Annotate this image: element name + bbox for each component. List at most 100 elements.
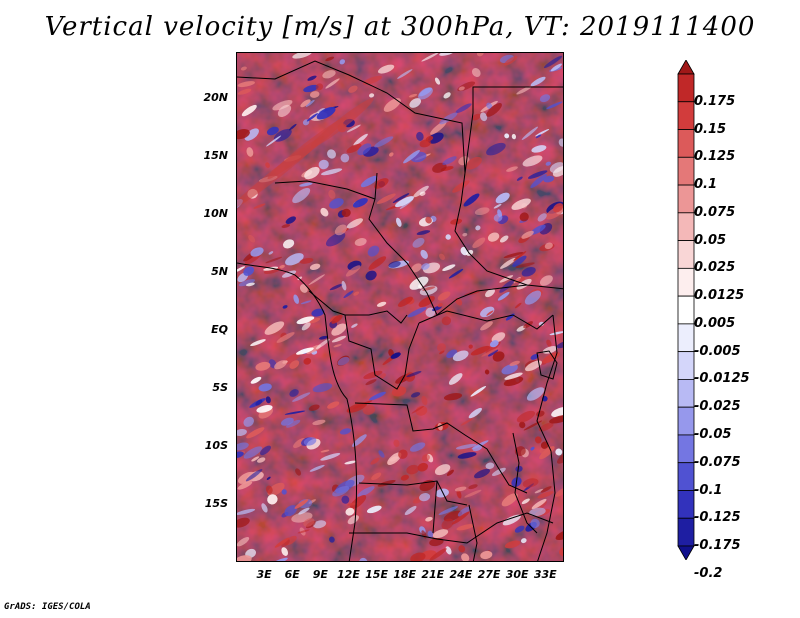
field-cell (499, 235, 509, 243)
field-cell (289, 360, 300, 369)
field-cell (503, 376, 524, 387)
field-cell (360, 175, 378, 188)
colorbar-segment (677, 517, 695, 547)
field-cell (492, 351, 505, 362)
colorbar-segment (677, 240, 695, 269)
field-cell (530, 173, 547, 189)
field-cell (462, 232, 468, 237)
field-cell (539, 94, 551, 103)
field-cell (515, 465, 523, 472)
field-cell (516, 410, 535, 423)
field-cell (237, 88, 252, 95)
field-cell (245, 282, 255, 287)
field-cell (237, 81, 255, 88)
field-cell (485, 288, 495, 298)
field-cell (237, 508, 256, 515)
field-cell (486, 310, 494, 316)
field-cell (530, 224, 546, 235)
field-cell (458, 545, 466, 553)
field-cell (309, 464, 325, 472)
field-cell (258, 383, 272, 392)
field-cell (480, 112, 488, 122)
field-cell (367, 245, 380, 257)
field-cell (400, 474, 409, 481)
field-cell (277, 104, 292, 118)
lon-tick-label: 6E (284, 568, 300, 581)
field-cell (362, 75, 383, 85)
field-cell (265, 162, 270, 168)
field-cell (521, 267, 536, 277)
lat-tick-label: 5S (212, 381, 228, 395)
field-cell (526, 387, 545, 401)
field-cell (556, 450, 563, 464)
field-cell (474, 468, 490, 479)
field-cell (491, 467, 506, 476)
field-cell (245, 469, 263, 482)
field-cell (303, 518, 315, 527)
field-cell (537, 213, 547, 222)
field-cell (352, 434, 367, 447)
lon-tick-label: 27E (477, 568, 501, 581)
field-cell (468, 407, 482, 419)
chad-car-border (368, 172, 528, 316)
field-cell (304, 166, 320, 180)
field-cell (363, 370, 383, 380)
field-positive-noise (237, 53, 563, 561)
field-cell (279, 264, 285, 269)
field-cell (250, 247, 264, 257)
field-cell (441, 518, 454, 530)
field-cell (442, 264, 456, 272)
field-cell (319, 335, 328, 340)
field-cell (520, 538, 527, 544)
field-cell (514, 525, 525, 533)
field-cell (472, 237, 486, 249)
lon-tick-label: 24E (449, 568, 473, 581)
colorbar-label: 0.15 (694, 121, 727, 137)
field-cell (294, 499, 309, 509)
field-cell (286, 419, 301, 428)
field-cell (480, 550, 493, 560)
field-cell (474, 207, 490, 216)
field-cell (299, 257, 314, 264)
field-cell (328, 189, 336, 199)
field-cell (339, 59, 346, 65)
colorbar-label: 0.075 (694, 204, 736, 220)
field-cell (412, 237, 425, 248)
congo-border (344, 314, 420, 390)
field-cell (452, 350, 469, 362)
field-cell (421, 454, 430, 462)
field-cell (468, 484, 478, 490)
field-cell (551, 407, 563, 418)
lon-tick-label: 30E (505, 568, 529, 581)
field-cell (436, 343, 447, 352)
colorbar-label: -0.025 (694, 399, 741, 415)
field-cell (530, 76, 546, 87)
field-patterns (237, 53, 563, 561)
field-cell (429, 537, 444, 547)
field-cell (261, 503, 268, 513)
field-cell (534, 436, 542, 444)
field-cell (281, 489, 287, 495)
field-cell (248, 234, 256, 243)
field-cell (309, 91, 320, 98)
field-cell (493, 203, 502, 209)
field-cell (540, 441, 549, 449)
field-cell (395, 196, 414, 208)
field-cell (296, 347, 314, 355)
field-cell (237, 555, 252, 561)
colorbar-segment (677, 462, 695, 491)
field-cell (552, 166, 563, 177)
field-cell (486, 142, 506, 156)
field-cell (347, 502, 358, 506)
field-cell (250, 376, 262, 384)
field-cell (366, 505, 382, 514)
field-cell (284, 505, 297, 517)
field-cell (376, 301, 387, 307)
field-cell (521, 230, 534, 239)
field-cell (439, 350, 445, 355)
field-cell (419, 493, 431, 502)
field-cell (550, 63, 562, 72)
lon-tick-label: 33E (533, 568, 557, 581)
field-cell (486, 102, 493, 110)
field-cell (303, 437, 317, 446)
